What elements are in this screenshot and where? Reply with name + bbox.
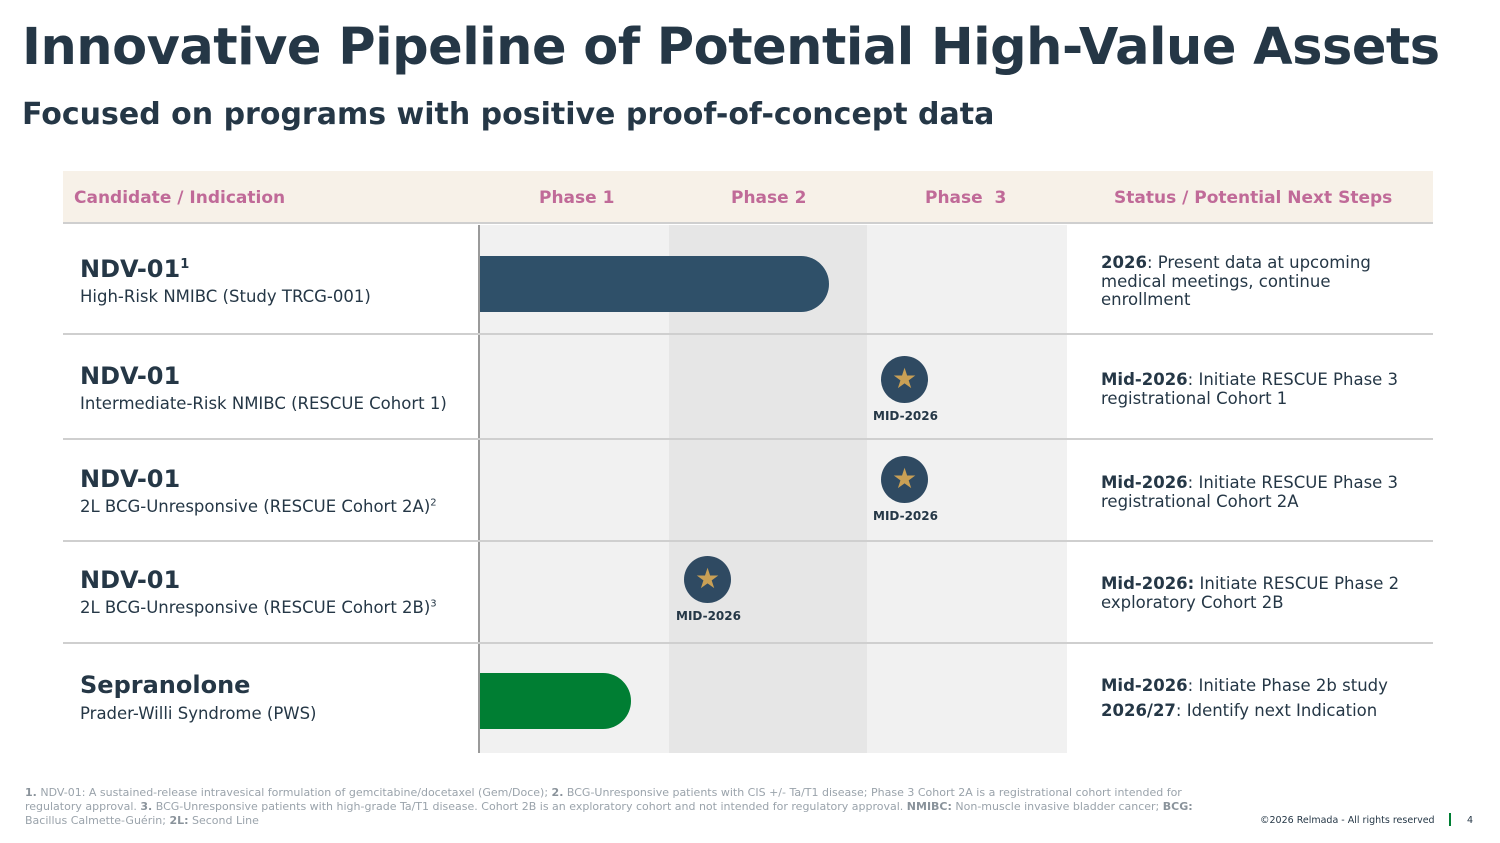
header-candidate: Candidate / Indication <box>74 188 286 208</box>
table-row: Sepranolone Prader-Willi Syndrome (PWS) … <box>63 644 1433 753</box>
candidate-name: Sepranolone <box>80 671 251 699</box>
progress-bar <box>480 673 631 729</box>
header-phase-2: Phase 2 <box>731 188 807 208</box>
phase-1-column <box>480 225 669 753</box>
star-icon: ★ <box>684 556 731 603</box>
footnotes: 1. NDV-01: A sustained-release intravesi… <box>25 786 1193 827</box>
page-subtitle: Focused on programs with positive proof-… <box>22 97 995 132</box>
page-number: 4 <box>1467 815 1474 826</box>
table-row: NDV-01 2L BCG-Unresponsive (RESCUE Cohor… <box>63 542 1433 644</box>
pipeline-table: Candidate / Indication Phase 1 Phase 2 P… <box>63 171 1433 753</box>
indication: Prader-Willi Syndrome (PWS) <box>80 704 317 723</box>
status-text: Mid-2026: Initiate RESCUE Phase 2 explor… <box>1101 574 1400 612</box>
milestone-label: MID-2026 <box>873 509 938 523</box>
table-row: NDV-011 High-Risk NMIBC (Study TRCG-001)… <box>63 225 1433 335</box>
phase-2-column <box>669 225 867 753</box>
candidate-name: NDV-01 <box>80 566 181 594</box>
status-text: Mid-2026: Initiate RESCUE Phase 3 regist… <box>1101 370 1399 408</box>
indication: Intermediate-Risk NMIBC (RESCUE Cohort 1… <box>80 394 447 413</box>
star-icon: ★ <box>881 356 928 403</box>
table-row: NDV-01 Intermediate-Risk NMIBC (RESCUE C… <box>63 335 1433 440</box>
progress-bar <box>480 256 829 312</box>
indication: 2L BCG-Unresponsive (RESCUE Cohort 2B)3 <box>80 598 437 617</box>
footer-divider <box>1449 813 1451 826</box>
header-phase-3: Phase 3 <box>925 188 1007 208</box>
copyright: ©2026 Relmada - All rights reserved <box>1260 815 1435 826</box>
table-header: Candidate / Indication Phase 1 Phase 2 P… <box>63 171 1433 224</box>
indication: High-Risk NMIBC (Study TRCG-001) <box>80 287 371 306</box>
status-text: 2026: Present data at upcoming medical m… <box>1101 253 1371 309</box>
footnote-ref: 2 <box>430 497 437 509</box>
status-text: Mid-2026: Initiate RESCUE Phase 3 regist… <box>1101 473 1399 511</box>
milestone-label: MID-2026 <box>676 609 741 623</box>
milestone-label: MID-2026 <box>873 409 938 423</box>
footnote-ref: 3 <box>430 598 437 610</box>
star-icon: ★ <box>881 456 928 503</box>
candidate-name: NDV-01 <box>80 465 181 493</box>
indication: 2L BCG-Unresponsive (RESCUE Cohort 2A)2 <box>80 497 437 516</box>
phase-start-line <box>478 225 480 753</box>
candidate-name: NDV-01 <box>80 362 181 390</box>
candidate-name: NDV-011 <box>80 255 190 283</box>
status-text: Mid-2026: Initiate Phase 2b study 2026/2… <box>1101 676 1388 720</box>
footnote-ref: 1 <box>180 257 190 272</box>
header-status: Status / Potential Next Steps <box>1114 188 1393 208</box>
table-row: NDV-01 2L BCG-Unresponsive (RESCUE Cohor… <box>63 440 1433 542</box>
header-phase-1: Phase 1 <box>539 188 615 208</box>
page-title: Innovative Pipeline of Potential High-Va… <box>22 18 1440 77</box>
